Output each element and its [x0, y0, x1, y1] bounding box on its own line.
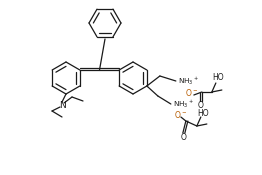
- Text: O: O: [198, 102, 204, 110]
- Text: NH$_3$$^+$: NH$_3$$^+$: [173, 98, 194, 110]
- Text: NH$_3$$^+$: NH$_3$$^+$: [178, 75, 199, 87]
- Text: O$^-$: O$^-$: [174, 108, 187, 120]
- Text: N: N: [59, 100, 66, 110]
- Text: O$^-$: O$^-$: [185, 86, 198, 97]
- Text: O: O: [181, 134, 187, 142]
- Text: HO: HO: [212, 72, 224, 82]
- Text: HO: HO: [197, 110, 209, 118]
